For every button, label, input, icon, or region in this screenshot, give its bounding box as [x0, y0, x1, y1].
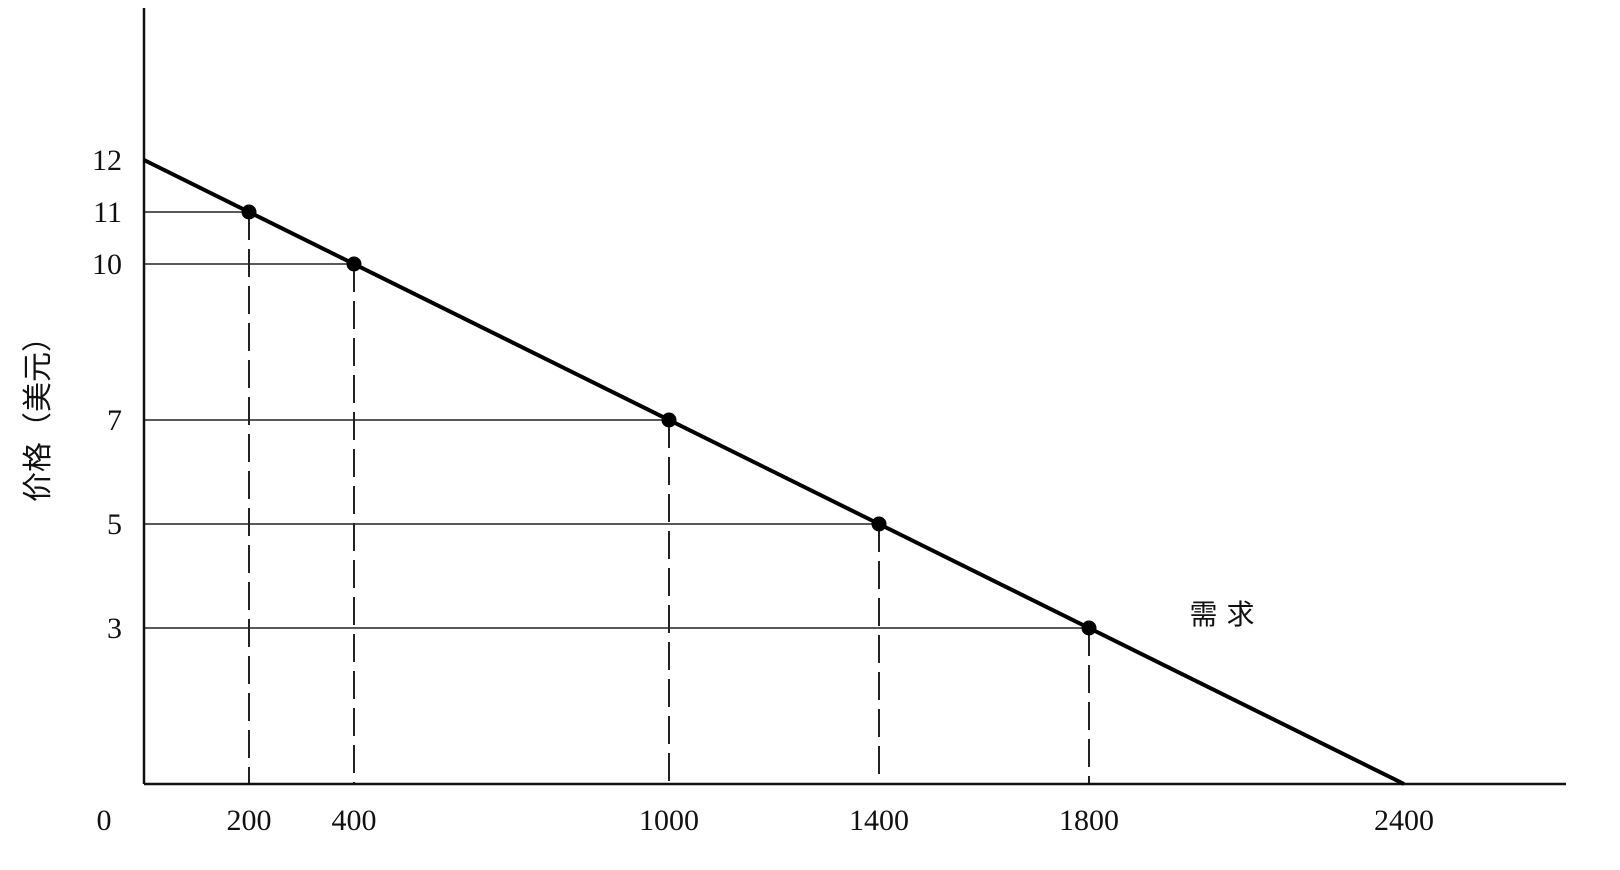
data-point-4: [1081, 620, 1097, 636]
y-tick-label-0: 3: [107, 612, 122, 645]
axes: [142, 8, 1566, 786]
data-points: [241, 204, 1097, 636]
demand-line: [143, 158, 1405, 786]
y-tick-label-2: 7: [107, 404, 122, 437]
x-tick-label-0: 0: [97, 804, 112, 837]
demand-curve: [143, 158, 1405, 786]
x-tick-label-4: 1400: [849, 804, 909, 837]
x-tick-label-1: 200: [227, 804, 272, 837]
guide-lines: [144, 211, 1090, 784]
axis-labels: 价格（美元） 需 求: [21, 322, 1254, 631]
y-tick-label-4: 11: [93, 196, 122, 229]
data-point-0: [241, 204, 257, 220]
demand-curve-label: 需 求: [1190, 598, 1255, 631]
y-axis-label: 价格（美元）: [21, 322, 56, 502]
x-tick-label-3: 1000: [639, 804, 699, 837]
x-tick-label-2: 400: [332, 804, 377, 837]
y-tick-label-5: 12: [92, 144, 122, 177]
tick-labels: 0 200 400 1000 1400 1800 2400 3 5 7 10 11 12: [92, 144, 1434, 837]
data-point-3: [871, 516, 887, 532]
y-tick-label-3: 10: [92, 248, 122, 281]
data-point-1: [346, 256, 362, 272]
x-tick-label-6: 2400: [1374, 804, 1434, 837]
y-tick-label-1: 5: [107, 508, 122, 541]
x-tick-label-5: 1800: [1059, 804, 1119, 837]
data-point-2: [661, 412, 677, 428]
